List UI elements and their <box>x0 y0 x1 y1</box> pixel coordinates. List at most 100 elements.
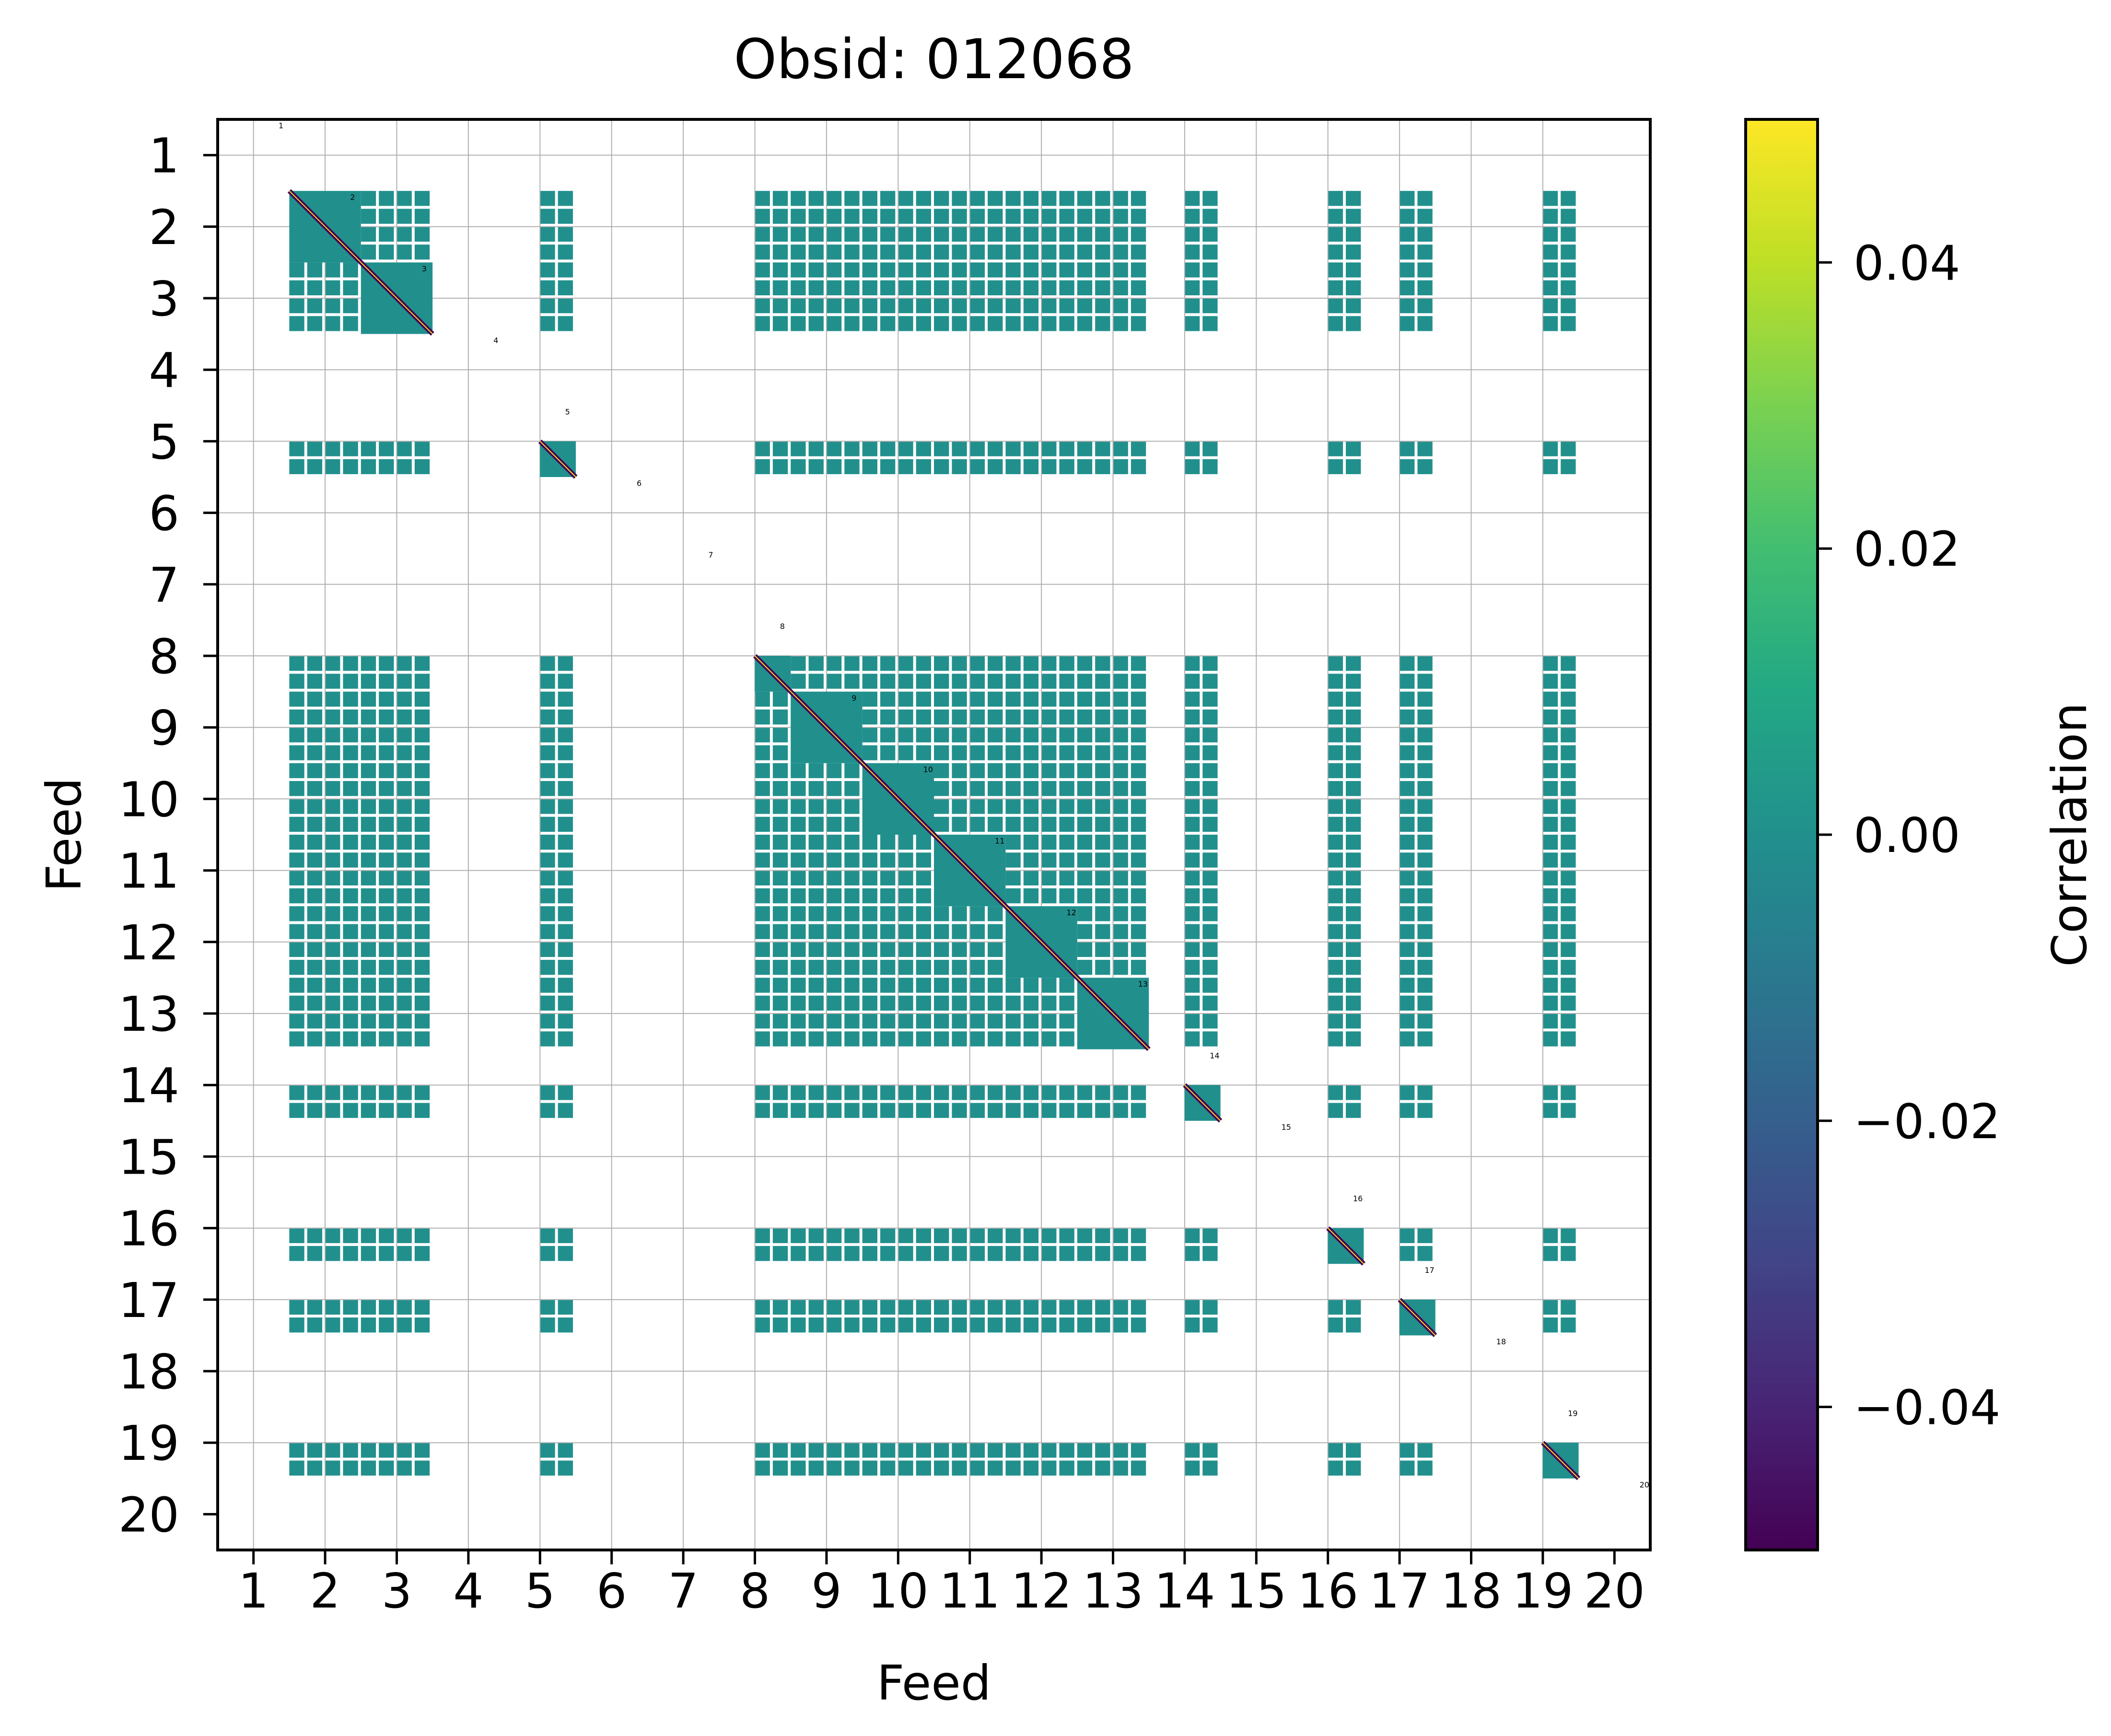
heatmap-cell <box>952 1031 967 1047</box>
heatmap-cell <box>343 906 358 921</box>
heatmap-cell <box>1417 727 1433 743</box>
heatmap-cell <box>289 942 304 957</box>
x-tick-label: 13 <box>1083 1563 1143 1619</box>
feed-block-label: 13 <box>1138 979 1148 989</box>
heatmap-cell <box>1059 888 1074 904</box>
heatmap-cell <box>1417 1103 1433 1118</box>
heatmap-cell <box>540 1246 555 1261</box>
heatmap-cell <box>755 1031 770 1047</box>
heatmap-cell <box>880 191 896 206</box>
heatmap-cell <box>916 709 931 725</box>
heatmap-cell <box>307 441 323 456</box>
heatmap-cell <box>916 1103 931 1118</box>
x-tick-label: 14 <box>1154 1563 1215 1619</box>
heatmap-cell <box>1059 262 1074 278</box>
heatmap-cell <box>1041 280 1057 295</box>
heatmap-cell <box>1400 888 1415 904</box>
heatmap-cell <box>1346 888 1361 904</box>
heatmap-cell <box>969 441 985 456</box>
heatmap-cell <box>343 441 358 456</box>
heatmap-cell <box>1095 960 1110 975</box>
heatmap-cell <box>1328 942 1343 957</box>
heatmap-cell <box>808 1014 824 1029</box>
heatmap-cell <box>558 280 573 295</box>
heatmap-cell <box>988 459 1003 474</box>
heatmap-cell <box>289 816 304 832</box>
heatmap-cell <box>1131 763 1146 779</box>
heatmap-cell <box>1417 226 1433 242</box>
heatmap-cell <box>1113 298 1128 314</box>
heatmap-cell <box>1005 209 1021 224</box>
heatmap-cell <box>558 1460 573 1476</box>
heatmap-cell <box>343 763 358 779</box>
heatmap-cell <box>1131 906 1146 921</box>
heatmap-cell <box>558 262 573 278</box>
heatmap-cell <box>289 727 304 743</box>
heatmap-cell <box>1113 1246 1128 1261</box>
heatmap-cell <box>307 763 323 779</box>
heatmap-cell <box>880 262 896 278</box>
heatmap-cell <box>1095 870 1110 885</box>
heatmap-cell <box>988 727 1003 743</box>
heatmap-cell <box>379 1014 394 1029</box>
heatmap-cell <box>1542 799 1558 814</box>
heatmap-cell <box>1077 691 1093 707</box>
heatmap-cell <box>772 709 788 725</box>
heatmap-cell <box>862 262 877 278</box>
heatmap-cell <box>397 745 412 760</box>
heatmap-cell <box>414 191 430 206</box>
colorbar-tick-label: −0.02 <box>1854 1094 2000 1150</box>
heatmap-cell <box>325 799 340 814</box>
heatmap-cell <box>558 1228 573 1243</box>
heatmap-cell <box>307 1317 323 1333</box>
heatmap-cell <box>540 1031 555 1047</box>
heatmap-cell <box>1184 1443 1200 1458</box>
feed-block-label: 3 <box>422 264 427 273</box>
heatmap-cell <box>361 226 376 242</box>
heatmap-cell <box>772 280 788 295</box>
heatmap-cell <box>988 906 1003 921</box>
x-tick-label: 15 <box>1226 1563 1287 1619</box>
heatmap-cell <box>1077 1460 1093 1476</box>
heatmap-cell <box>307 691 323 707</box>
heatmap-cell <box>361 1228 376 1243</box>
heatmap-cell <box>1023 245 1039 260</box>
heatmap-cell <box>791 674 806 689</box>
heatmap-cell <box>755 763 770 779</box>
heatmap-cell <box>1346 1014 1361 1029</box>
diag-line <box>1184 1084 1221 1121</box>
heatmap-cell <box>826 262 842 278</box>
heatmap-cell <box>1113 888 1128 904</box>
heatmap-cell <box>1131 316 1146 331</box>
heatmap-cell <box>325 1317 340 1333</box>
heatmap-cell <box>969 459 985 474</box>
heatmap-cell <box>952 1228 967 1243</box>
heatmap-cell <box>844 906 860 921</box>
heatmap-cell <box>808 459 824 474</box>
heatmap-cell <box>1113 316 1128 331</box>
heatmap-cell <box>1542 852 1558 868</box>
heatmap-cell <box>414 1085 430 1100</box>
heatmap-cell <box>343 459 358 474</box>
diag-line <box>1077 977 1149 1050</box>
heatmap-cell <box>307 1246 323 1261</box>
heatmap-cell <box>540 1460 555 1476</box>
heatmap-cell <box>1417 799 1433 814</box>
heatmap-cell <box>361 674 376 689</box>
heatmap-cell <box>414 709 430 725</box>
heatmap-cell <box>1077 1228 1093 1243</box>
y-tick-label: 19 <box>118 1415 179 1471</box>
heatmap-cell <box>414 799 430 814</box>
heatmap-cell <box>397 1443 412 1458</box>
heatmap-cell <box>1400 1085 1415 1100</box>
heatmap-cell <box>880 978 896 993</box>
heatmap-cell <box>988 763 1003 779</box>
heatmap-cell <box>1131 960 1146 975</box>
heatmap-cell <box>325 745 340 760</box>
heatmap-cell <box>540 942 555 957</box>
heatmap-cell <box>1184 656 1200 671</box>
heatmap-cell <box>1041 799 1057 814</box>
heatmap-cell <box>414 906 430 921</box>
heatmap-cell <box>397 1031 412 1047</box>
y-tick-label: 8 <box>149 629 179 685</box>
